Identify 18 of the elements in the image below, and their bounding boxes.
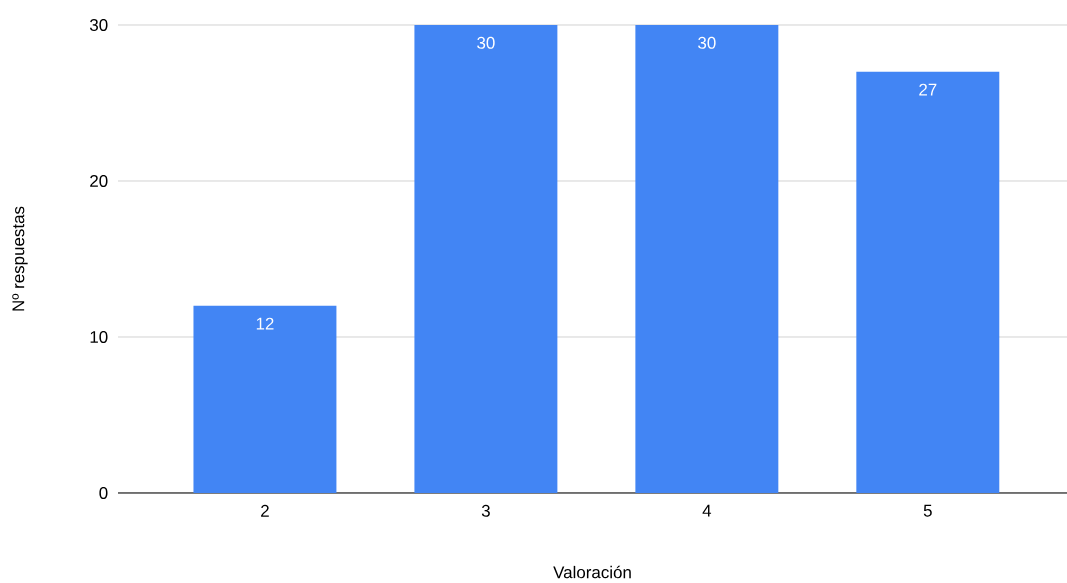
- y-tick-label: 10: [90, 330, 108, 343]
- y-tick-label: 0: [99, 486, 108, 499]
- x-tick-label: 3: [481, 504, 490, 517]
- x-axis-title: Valoración: [553, 565, 631, 579]
- x-tick-label: 5: [923, 504, 932, 517]
- data-label: 27: [919, 83, 937, 96]
- y-tick-label: 20: [90, 174, 108, 187]
- bar: [635, 24, 779, 493]
- bar: [414, 24, 558, 493]
- x-tick-label: 2: [261, 504, 269, 517]
- y-tick-label: 30: [89, 18, 108, 31]
- bar: [193, 305, 337, 493]
- bar: [856, 71, 1000, 493]
- data-label: 12: [256, 317, 274, 330]
- data-label: 30: [698, 36, 716, 49]
- y-axis-title: Nº respuestas: [12, 206, 28, 311]
- x-tick-label: 4: [702, 504, 712, 517]
- data-label: 30: [477, 36, 495, 49]
